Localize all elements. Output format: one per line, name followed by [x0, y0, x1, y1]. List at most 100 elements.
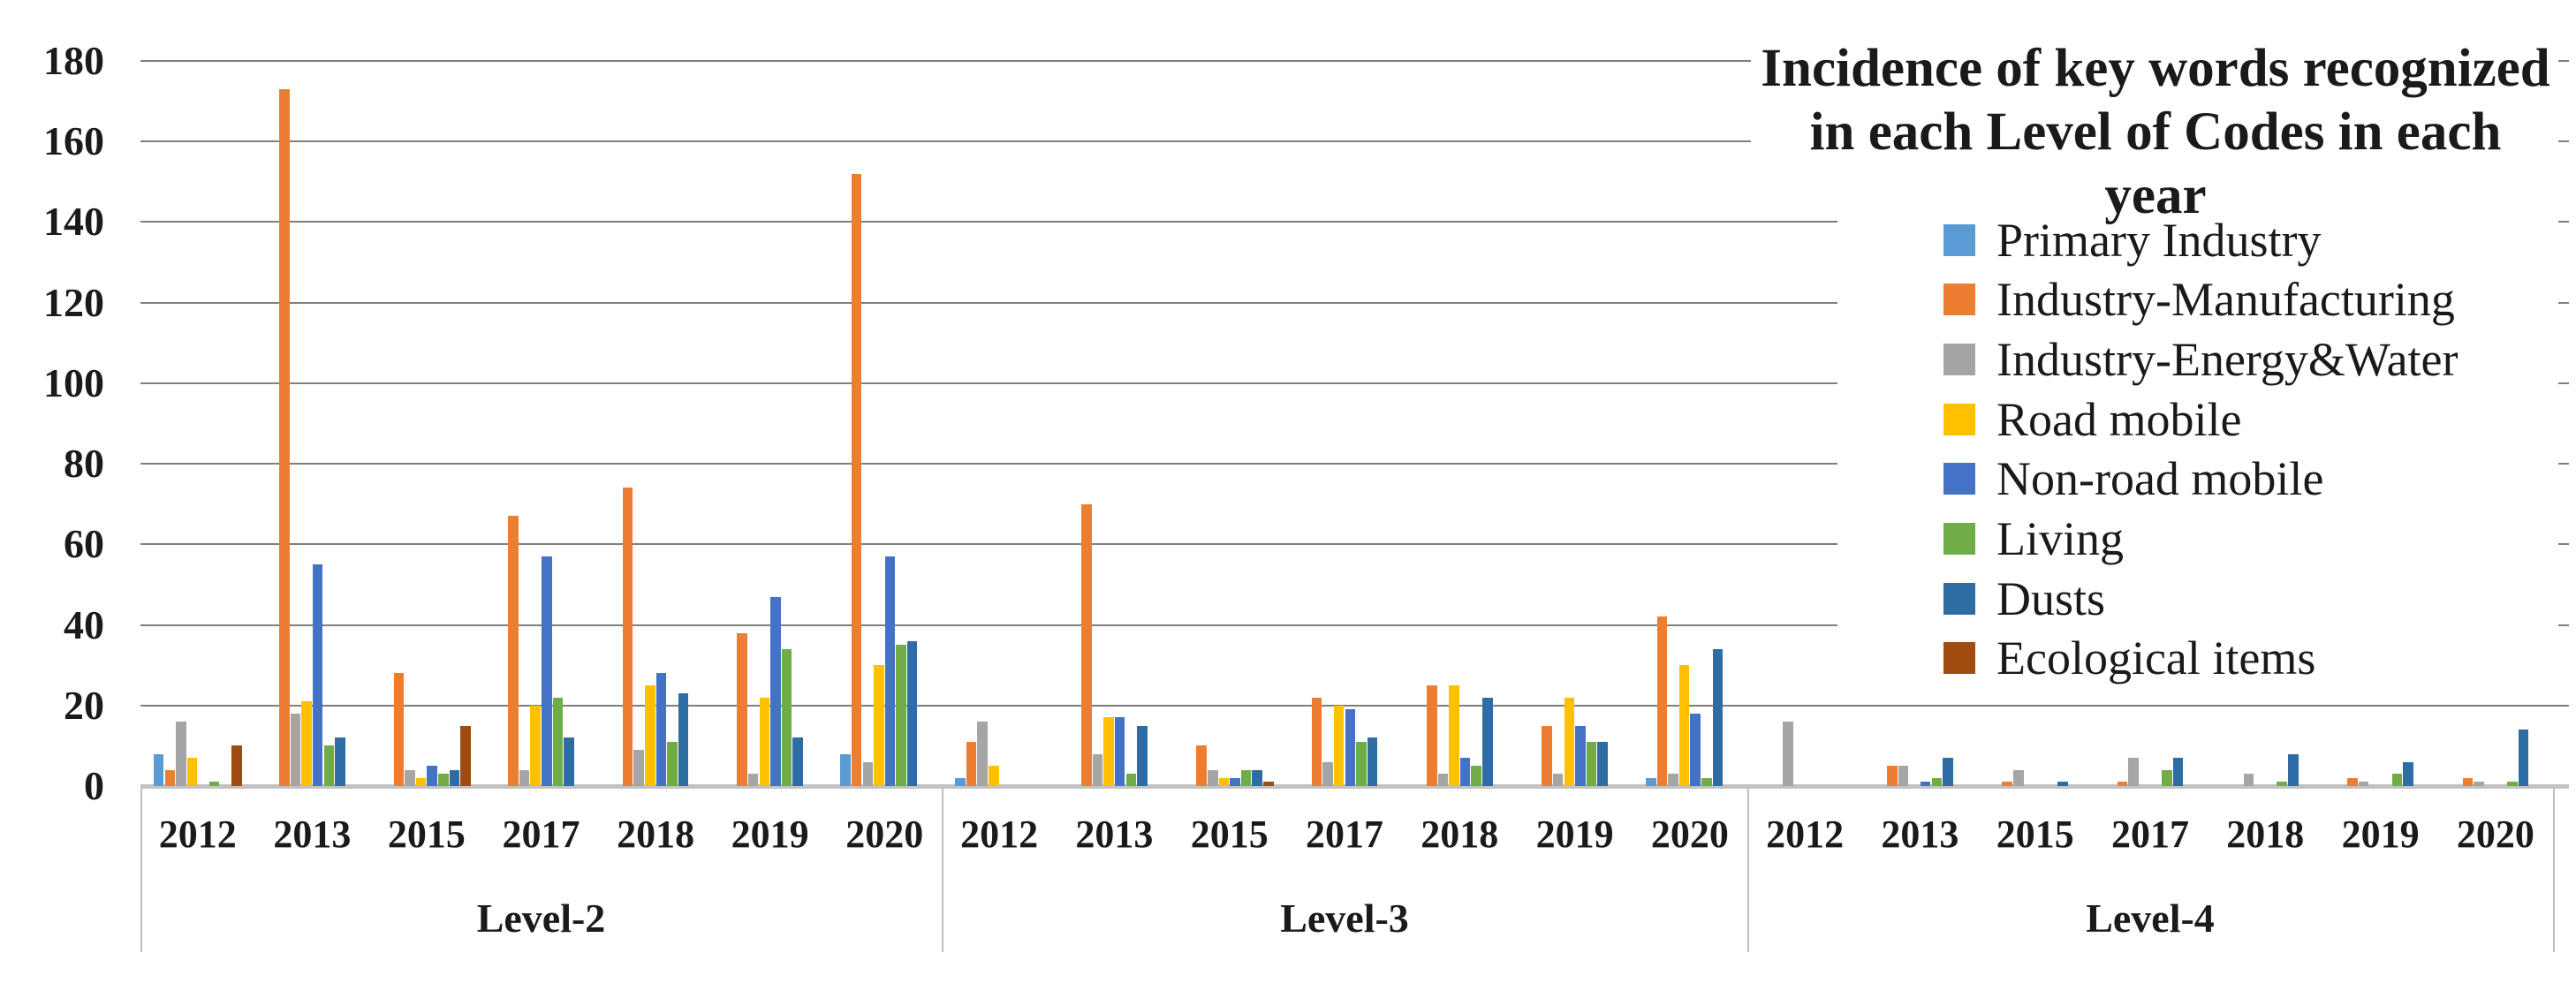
bar-level-2-2020-industry-energy-water: [862, 762, 874, 786]
y-axis-tick-label: 40: [64, 601, 104, 647]
bar-level-2-2018-road-mobile: [645, 685, 655, 786]
x-axis-year-label: 2018: [1421, 813, 1499, 856]
bar-level-3-2015-dusts: [1252, 770, 1262, 786]
bar-level-3-2017-industry-energy-water: [1322, 762, 1333, 786]
bar-level-4-2013-dusts: [1943, 758, 1953, 786]
bar-level-4-2017-living: [2162, 770, 2172, 786]
bar-level-2-2012-primary-industry: [153, 754, 164, 786]
legend-swatch-icon: [1943, 284, 1975, 315]
legend: Primary Industry Industry-Manufacturing In…: [1943, 0, 2562, 707]
legend-label: Ecological items: [1996, 631, 2316, 684]
bar-level-2-2018-industry-energy-water: [633, 750, 644, 786]
bar-level-2-2012-living: [208, 782, 220, 786]
bar-level-2-2013-industry-manufacturing: [279, 89, 290, 786]
bar-level-2-2017-road-mobile: [530, 706, 541, 786]
bar-level-3-2012-primary-industry: [955, 778, 966, 786]
bar-level-2-2019-road-mobile: [759, 698, 770, 786]
bar-level-2-2020-primary-industry: [840, 754, 851, 786]
bar-level-3-2019-road-mobile: [1564, 698, 1575, 786]
legend-swatch-icon: [1943, 642, 1975, 674]
bar-level-2-2013-non-road-mobile: [312, 564, 323, 786]
bar-level-2-2013-living: [323, 745, 334, 786]
bar-level-3-2013-living: [1125, 774, 1137, 786]
bar-level-3-2015-non-road-mobile: [1230, 778, 1240, 786]
bar-level-3-2015-road-mobile: [1218, 778, 1230, 786]
bar-level-3-2020-road-mobile: [1678, 665, 1690, 786]
y-axis-tick-label: 160: [43, 118, 104, 164]
bar-level-3-2015-industry-energy-water: [1208, 770, 1218, 786]
bar-level-2-2018-non-road-mobile: [655, 673, 667, 786]
bar-level-2-2017-industry-manufacturing: [508, 516, 519, 786]
bar-level-3-2020-non-road-mobile: [1690, 714, 1701, 786]
x-axis-year-label: 2012: [1766, 813, 1845, 856]
bar-level-4-2020-industry-manufacturing: [2462, 778, 2474, 786]
legend-swatch-icon: [1943, 463, 1975, 495]
legend-item-non-road-mobile: Non-road mobile: [1943, 452, 2323, 505]
bar-level-2-2020-living: [896, 645, 906, 786]
chart-title-line1: Incidence of key words recognized: [1761, 39, 2550, 98]
bar-level-4-2012-industry-energy-water: [1783, 722, 1793, 786]
bar-level-3-2015-ecological-items: [1263, 782, 1274, 786]
legend-swatch-icon: [1943, 224, 1975, 256]
bar-level-2-2019-dusts: [792, 737, 803, 786]
bar-level-4-2017-dusts: [2172, 758, 2184, 786]
bar-level-2-2015-ecological-items: [460, 726, 471, 786]
bar-level-4-2013-living: [1931, 778, 1943, 786]
legend-swatch-icon: [1943, 404, 1975, 435]
bar-level-4-2019-dusts: [2403, 762, 2413, 786]
x-axis-year-label: 2017: [1305, 813, 1383, 856]
bar-level-3-2017-dusts: [1367, 737, 1378, 786]
bar-level-2-2013-road-mobile: [301, 701, 312, 786]
gridline-60: [140, 543, 2569, 546]
legend-item-industry-manufacturing: Industry-Manufacturing: [1943, 273, 2455, 326]
bar-level-2-2018-industry-manufacturing: [622, 488, 633, 786]
bar-level-2-2012-road-mobile: [186, 758, 198, 786]
legend-label: Dusts: [1996, 572, 2106, 625]
gridline-80: [140, 463, 2569, 465]
x-axis-level-label: Level-2: [476, 896, 606, 941]
bar-level-3-2013-industry-manufacturing: [1081, 504, 1092, 786]
bar-level-3-2013-dusts: [1137, 726, 1148, 786]
x-axis-level-label: Level-4: [2086, 896, 2215, 941]
bar-level-2-2012-industry-energy-water: [176, 722, 186, 786]
bar-level-3-2020-living: [1701, 778, 1712, 786]
axis-separator-2: [1747, 789, 1749, 952]
y-axis-tick-label: 100: [43, 359, 104, 405]
legend-item-living: Living: [1943, 512, 2124, 565]
bar-level-2-2020-industry-manufacturing: [851, 174, 862, 786]
bar-level-2-2012-ecological-items: [231, 745, 242, 786]
bar-level-4-2015-dusts: [2057, 782, 2068, 786]
gridline-100: [140, 382, 2569, 384]
x-axis-level-label: Level-3: [1280, 896, 1409, 941]
bar-level-3-2012-road-mobile: [989, 766, 999, 786]
chart-title-line2: in each Level of Codes in each year: [1809, 102, 2502, 225]
bar-level-3-2017-road-mobile: [1333, 706, 1345, 786]
bar-level-4-2013-industry-manufacturing: [1887, 766, 1898, 786]
bar-level-3-2017-industry-manufacturing: [1311, 698, 1322, 786]
bar-level-3-2018-industry-manufacturing: [1427, 685, 1437, 786]
axis-separator-3: [2553, 789, 2555, 952]
x-axis-year-label: 2020: [2456, 813, 2534, 856]
legend-item-primary-industry: Primary Industry: [1943, 214, 2321, 267]
bar-level-2-2020-non-road-mobile: [884, 556, 896, 786]
x-axis-year-label: 2013: [273, 813, 352, 856]
bar-level-3-2020-industry-energy-water: [1668, 774, 1678, 786]
legend-label: Primary Industry: [1996, 214, 2322, 267]
x-axis-year-label: 2013: [1881, 813, 1959, 856]
bar-level-3-2020-primary-industry: [1646, 778, 1656, 786]
y-axis-tick-label: 60: [64, 521, 104, 567]
legend-item-ecological-items: Ecological items: [1943, 631, 2315, 684]
bar-level-4-2013-industry-energy-water: [1898, 766, 1909, 786]
y-axis-tick-label: 140: [43, 199, 104, 245]
bar-level-3-2017-non-road-mobile: [1345, 709, 1356, 786]
bar-level-2-2020-dusts: [906, 641, 918, 786]
gridline-20: [140, 704, 2569, 707]
legend-swatch-icon: [1943, 583, 1975, 615]
legend-label: Road mobile: [1996, 393, 2242, 446]
title-background-panel: [1751, 0, 2558, 193]
gridline-40: [140, 624, 2569, 626]
bar-level-4-2018-dusts: [2288, 754, 2299, 786]
bar-level-4-2019-industry-manufacturing: [2347, 778, 2358, 786]
x-axis-year-label: 2017: [502, 813, 580, 856]
